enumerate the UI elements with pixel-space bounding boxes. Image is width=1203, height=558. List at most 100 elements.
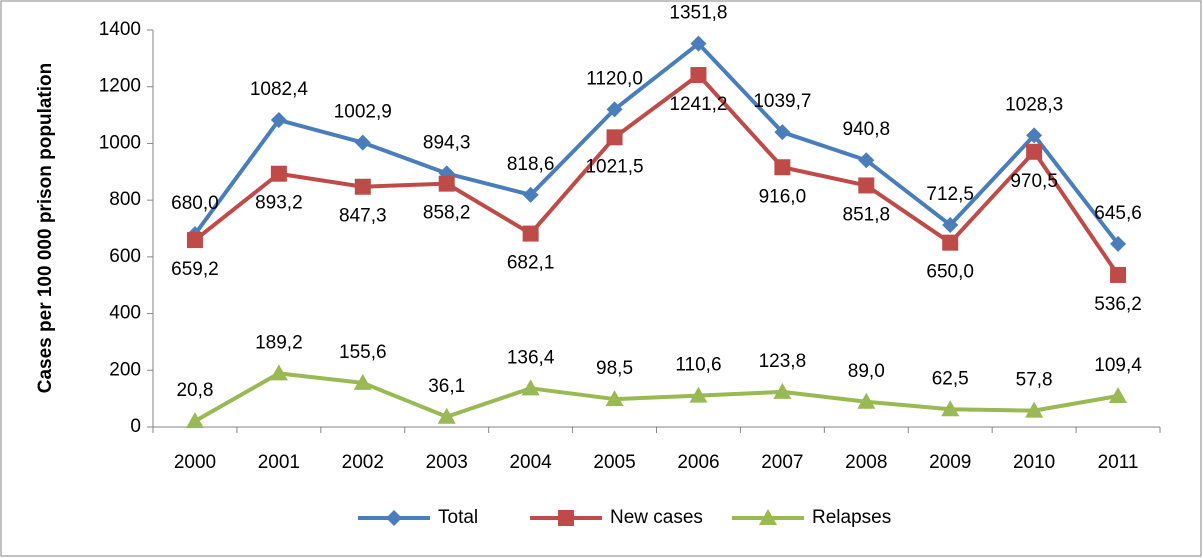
- data-label: 1351,8: [669, 3, 727, 24]
- series-line: [193, 73, 1120, 277]
- marker: [774, 159, 791, 176]
- marker: [353, 373, 372, 390]
- marker: [558, 510, 574, 526]
- marker: [438, 175, 455, 192]
- marker: [185, 412, 204, 429]
- data-label: 645,6: [1094, 203, 1142, 224]
- data-label: 89,0: [848, 361, 885, 382]
- marker: [942, 234, 959, 251]
- marker: [690, 67, 707, 84]
- x-tick-label: 2001: [258, 452, 300, 473]
- x-tick-label: 2000: [174, 452, 216, 473]
- marker: [773, 382, 792, 399]
- marker: [270, 165, 287, 182]
- x-tick-label: 2003: [426, 452, 468, 473]
- x-tick-label: 2005: [593, 452, 635, 473]
- marker: [857, 392, 876, 409]
- x-tick-label: 2008: [845, 452, 887, 473]
- data-label: 818,6: [507, 154, 555, 175]
- data-label: 847,3: [339, 206, 387, 227]
- marker: [1025, 401, 1044, 418]
- marker: [270, 112, 287, 129]
- data-label: 536,2: [1094, 294, 1142, 315]
- y-axis-label: Cases per 100 000 prison population: [35, 63, 56, 394]
- marker: [386, 510, 402, 526]
- data-label: 1002,9: [334, 102, 392, 123]
- y-tick-label: 1000: [99, 132, 141, 153]
- marker: [522, 186, 539, 203]
- data-label: 1241,2: [669, 94, 727, 115]
- data-label: 155,6: [339, 342, 387, 363]
- y-tick-label: 400: [109, 303, 141, 324]
- marker: [437, 407, 456, 424]
- data-label: 893,2: [255, 193, 303, 214]
- marker: [1110, 235, 1127, 252]
- marker: [354, 178, 371, 195]
- data-label: 712,5: [926, 184, 974, 205]
- marker: [269, 364, 288, 381]
- x-tick-label: 2007: [761, 452, 803, 473]
- data-label: 858,2: [423, 203, 471, 224]
- data-label: 851,8: [843, 204, 891, 225]
- y-tick-label: 1200: [99, 76, 141, 97]
- legend-label: Total: [438, 507, 478, 528]
- data-label: 916,0: [759, 186, 807, 207]
- legend-label: New cases: [610, 507, 703, 528]
- series-line: [193, 41, 1120, 246]
- marker: [354, 134, 371, 151]
- data-label: 98,5: [596, 358, 633, 379]
- data-label: 680,0: [171, 193, 219, 214]
- marker: [858, 152, 875, 169]
- data-label: 189,2: [255, 332, 303, 353]
- data-label: 1028,3: [1005, 94, 1063, 115]
- marker: [1026, 127, 1043, 144]
- data-label: 110,6: [675, 355, 721, 376]
- y-tick-label: 1400: [99, 19, 141, 40]
- data-label: 894,3: [423, 132, 471, 153]
- marker: [858, 177, 875, 194]
- legend-label: Relapses: [812, 507, 891, 528]
- data-label: 136,4: [507, 347, 555, 368]
- data-label: 1082,4: [250, 79, 309, 100]
- x-tick-label: 2006: [677, 452, 719, 473]
- y-tick-label: 600: [109, 246, 141, 267]
- data-label: 970,5: [1010, 171, 1058, 192]
- data-label: 659,2: [171, 259, 219, 280]
- marker: [759, 509, 777, 525]
- data-label: 1039,7: [753, 91, 811, 112]
- x-tick-label: 2011: [1098, 452, 1139, 473]
- marker: [606, 129, 623, 146]
- marker: [186, 232, 203, 249]
- marker: [942, 216, 959, 233]
- x-tick-label: 2002: [342, 452, 384, 473]
- marker: [522, 225, 539, 242]
- y-tick-label: 0: [130, 416, 141, 437]
- data-label: 650,0: [926, 262, 974, 283]
- data-label: 36,1: [428, 376, 465, 397]
- data-label: 123,8: [759, 351, 807, 372]
- data-label: 940,8: [843, 119, 891, 140]
- marker: [689, 386, 708, 403]
- data-label: 682,1: [507, 253, 555, 274]
- marker: [606, 101, 623, 118]
- data-label: 1021,5: [585, 156, 643, 177]
- marker: [605, 390, 624, 407]
- marker: [774, 124, 791, 141]
- data-label: 57,8: [1016, 370, 1053, 391]
- x-tick-label: 2010: [1013, 452, 1055, 473]
- data-label: 20,8: [176, 380, 213, 401]
- series-line: [193, 371, 1119, 423]
- y-tick-label: 200: [109, 359, 141, 380]
- marker: [690, 35, 707, 52]
- x-tick-label: 2004: [509, 452, 552, 473]
- marker: [941, 400, 960, 417]
- y-tick-label: 800: [109, 189, 141, 210]
- data-label: 1120,0: [586, 68, 643, 89]
- marker: [521, 379, 540, 396]
- marker: [1109, 386, 1128, 403]
- x-tick-label: 2009: [929, 452, 971, 473]
- marker: [1110, 266, 1127, 283]
- marker: [1026, 143, 1043, 160]
